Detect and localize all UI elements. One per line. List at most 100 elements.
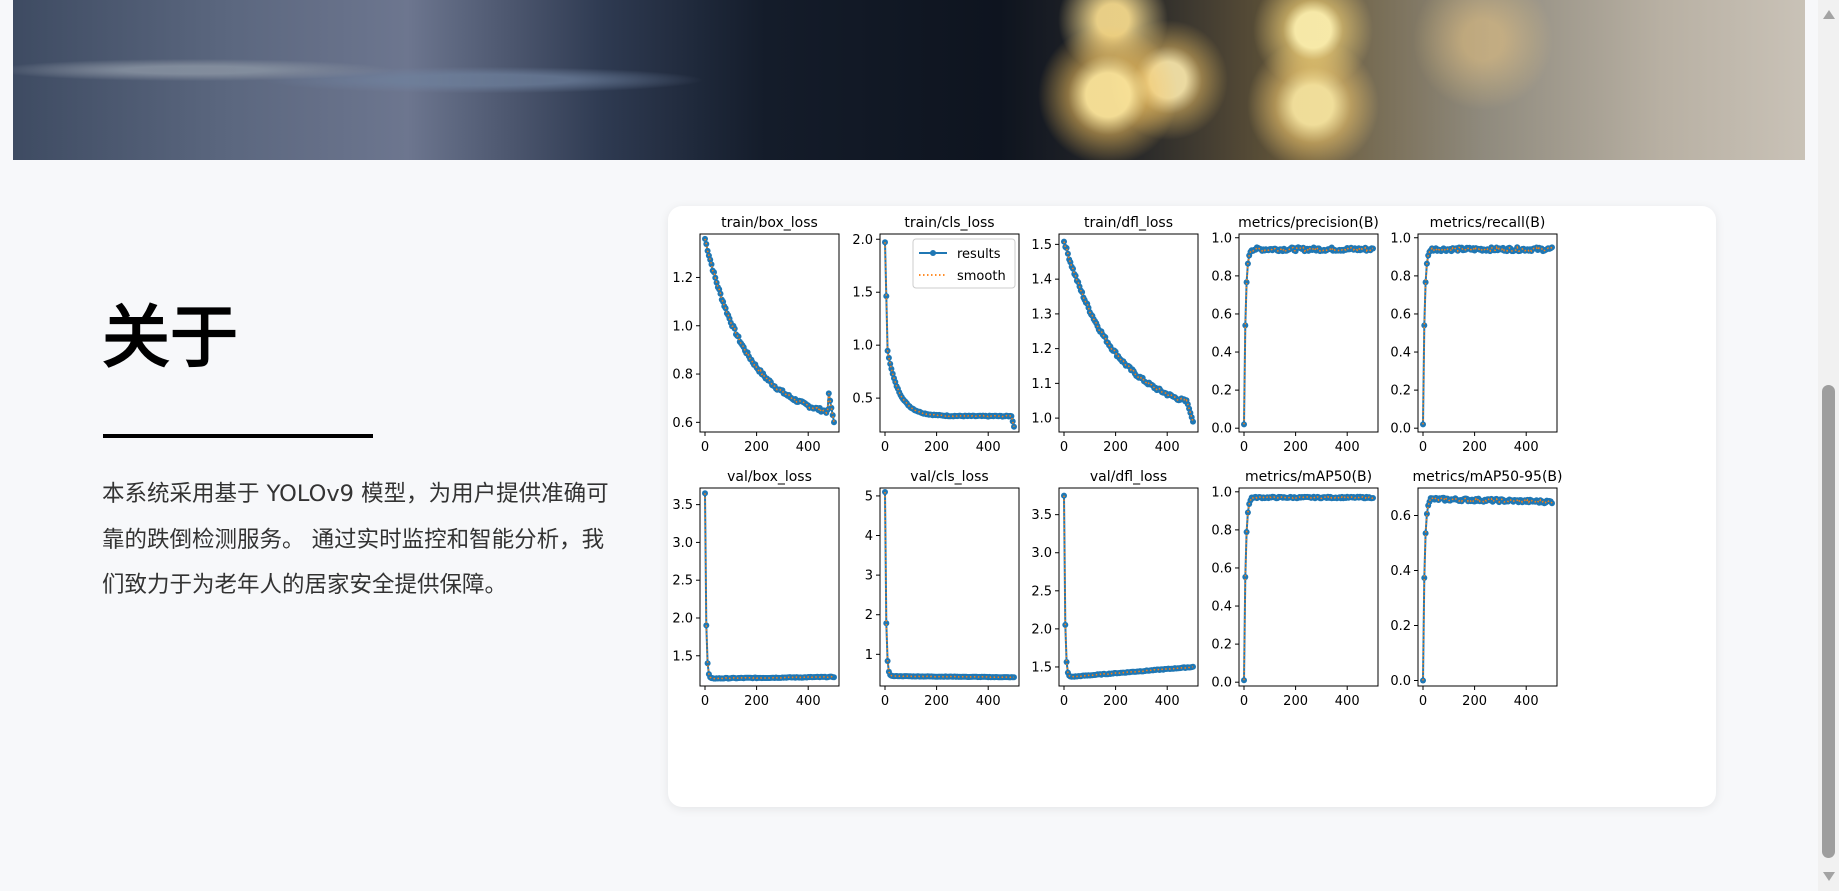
plot-frame [699, 487, 840, 687]
y-tick-label: 0.6 [1390, 509, 1411, 524]
smooth-line [704, 238, 835, 423]
x-tick-label: 200 [924, 440, 949, 455]
y-tick-label: 2.0 [1031, 622, 1052, 637]
plot-frame [1417, 487, 1558, 687]
chart-panel: metrics/recall(B) 0 200 400 0.0 0.2 0.4 0.6 0.8 1… [1390, 215, 1558, 455]
legend-results-marker [930, 250, 936, 256]
smooth-line [1243, 495, 1374, 681]
x-tick-label: 0 [1240, 440, 1248, 455]
y-tick-label: 0.8 [1211, 523, 1232, 538]
y-tick-label: 3 [865, 569, 873, 584]
y-tick-label: 1.5 [1031, 238, 1052, 253]
y-tick-label: 1.0 [1390, 231, 1411, 246]
page-scrollbar[interactable] [1818, 0, 1839, 891]
y-tick-label: 0.0 [1390, 674, 1411, 689]
title-divider [103, 434, 373, 438]
results-point [1243, 279, 1250, 286]
results-point [708, 261, 715, 268]
x-tick-label: 0 [1240, 694, 1248, 709]
chart-panel: train/box_loss 0 200 400 0.6 0.8 1.0 1.2 [672, 215, 840, 455]
x-tick-label: 400 [796, 694, 821, 709]
results-line [884, 491, 1015, 679]
y-tick-label: 0.4 [1211, 346, 1232, 361]
y-tick-label: 0.6 [1390, 307, 1411, 322]
chart-title: val/cls_loss [910, 469, 988, 485]
x-tick-label: 400 [796, 440, 821, 455]
results-point [887, 360, 894, 367]
results-line [704, 493, 835, 680]
results-point [829, 412, 836, 419]
y-tick-label: 0.0 [1211, 676, 1232, 691]
y-tick-label: 0.8 [672, 368, 693, 383]
y-tick-label: 0.2 [1211, 638, 1232, 653]
scrollbar-thumb[interactable] [1822, 385, 1835, 858]
about-description: 本系统采用基于 YOLOv9 模型，为用户提供准确可靠的跌倒检测服务。 通过实时… [102, 481, 609, 598]
results-point [1063, 659, 1070, 665]
chart-title: val/box_loss [727, 469, 812, 485]
y-tick-label: 4 [865, 529, 873, 544]
y-tick-label: 1.0 [672, 319, 693, 334]
x-tick-label: 400 [1514, 694, 1539, 709]
x-tick-label: 200 [1462, 694, 1487, 709]
results-point [883, 293, 890, 300]
x-tick-label: 0 [1419, 694, 1427, 709]
y-tick-label: 1.0 [1211, 485, 1232, 500]
chart-title: metrics/mAP50(B) [1245, 469, 1372, 485]
scroll-up-arrow-icon[interactable] [1823, 10, 1835, 19]
results-point [1011, 423, 1017, 430]
chart-title: metrics/mAP50-95(B) [1413, 469, 1563, 485]
smooth-line [1243, 246, 1374, 425]
y-tick-label: 0.6 [1211, 561, 1232, 576]
smooth-line [884, 491, 1015, 679]
chart-title: train/dfl_loss [1084, 215, 1173, 231]
y-tick-label: 0.5 [852, 392, 873, 407]
results-point [888, 365, 895, 372]
results-point [828, 404, 835, 411]
smooth-line [1422, 496, 1553, 681]
y-tick-label: 1.5 [1031, 660, 1052, 675]
results-point [702, 235, 708, 242]
results-point [1242, 574, 1249, 580]
plot-frame [879, 233, 1020, 433]
y-tick-label: 1.4 [1031, 273, 1052, 288]
plot-frame [1058, 487, 1199, 687]
x-tick-label: 400 [1335, 440, 1360, 455]
y-tick-label: 1.0 [1031, 412, 1052, 427]
chart-panel: metrics/mAP50(B) 0 200 400 0.0 0.2 0.4 0.6 0.8 1.… [1211, 469, 1379, 709]
y-tick-label: 3.0 [672, 536, 693, 551]
y-tick-label: 1.5 [852, 286, 873, 301]
y-tick-label: 2.0 [672, 611, 693, 626]
x-tick-label: 0 [881, 694, 889, 709]
results-point [885, 354, 892, 361]
chart-panel: metrics/mAP50-95(B) 0 200 400 0.0 0.2 0.4 0.6 [1390, 469, 1562, 709]
y-tick-label: 0.4 [1390, 346, 1411, 361]
chart-title: metrics/precision(B) [1238, 215, 1379, 231]
chart-title: train/cls_loss [904, 215, 994, 231]
x-tick-label: 400 [1514, 440, 1539, 455]
y-tick-label: 1.2 [1031, 342, 1052, 357]
smooth-line [1422, 245, 1553, 425]
chart-panel: train/cls_loss 0 200 400 0.5 1.0 1.5 2.0 results… [852, 215, 1020, 455]
plot-frame [699, 233, 840, 433]
x-tick-label: 200 [1103, 694, 1128, 709]
y-tick-label: 3.5 [1031, 508, 1052, 523]
y-tick-label: 0.8 [1390, 269, 1411, 284]
y-tick-label: 3.5 [672, 498, 693, 513]
results-line [1422, 496, 1553, 681]
chart-title: metrics/recall(B) [1430, 215, 1546, 231]
results-point [704, 660, 711, 667]
scroll-down-arrow-icon[interactable] [1823, 872, 1835, 881]
chart-panel: val/dfl_loss 0 200 400 1.5 2.0 2.5 3.0 3.5 [1031, 469, 1199, 709]
chart-panel: val/box_loss 0 200 400 1.5 2.0 2.5 3.0 3.5 [672, 469, 840, 709]
y-tick-label: 0.0 [1211, 422, 1232, 437]
x-tick-label: 200 [924, 694, 949, 709]
y-tick-label: 0.6 [1211, 307, 1232, 322]
legend-smooth-label: smooth [957, 269, 1006, 284]
chart-panel: train/dfl_loss 0 200 400 1.0 1.1 1.2 1.3 1.4 1.5 [1031, 215, 1199, 455]
y-tick-label: 2.0 [852, 233, 873, 248]
y-tick-label: 1.0 [1211, 231, 1232, 246]
chart-title: val/dfl_loss [1090, 469, 1167, 485]
results-point [1008, 413, 1015, 420]
y-tick-label: 0.4 [1211, 600, 1232, 615]
chart-panel: metrics/precision(B) 0 200 400 0.0 0.2 0.4 0.6 0… [1211, 215, 1379, 455]
